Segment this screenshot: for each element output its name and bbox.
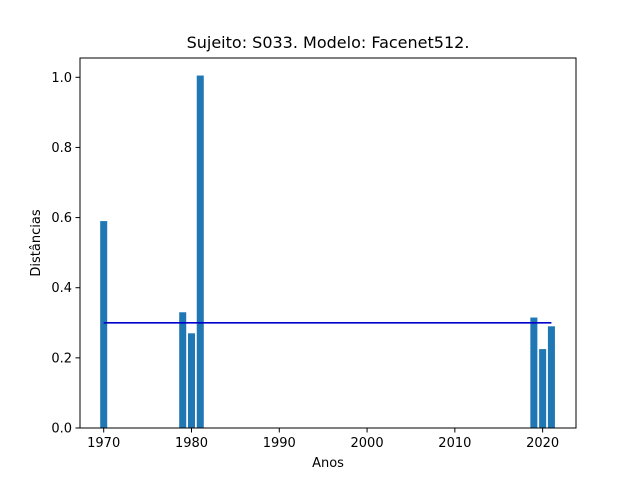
chart-title: Sujeito: S033. Modelo: Facenet512. <box>187 33 470 52</box>
y-tick-label-2: 0.4 <box>51 281 72 296</box>
bars-layer <box>100 75 555 428</box>
y-tick-label-0: 0.0 <box>51 422 72 437</box>
x-tick-label-1970: 1970 <box>87 436 120 451</box>
plot-frame <box>79 57 577 429</box>
bar-2021 <box>547 326 555 428</box>
bar-1970 <box>100 221 108 428</box>
y-tick-label-4: 0.8 <box>51 141 72 156</box>
y-tick-label-5: 1.0 <box>51 71 72 86</box>
y-axis-label: Distâncias <box>29 209 44 276</box>
x-axis-label: Anos <box>312 456 344 471</box>
x-axis: 1970 1980 1990 2000 2010 2020 <box>87 428 559 451</box>
bar-1979 <box>179 312 187 428</box>
x-tick-label-1990: 1990 <box>263 436 296 451</box>
x-tick-label-2020: 2020 <box>526 436 559 451</box>
bar-1980 <box>187 333 195 428</box>
bar-2019 <box>530 317 538 428</box>
y-tick-label-3: 0.6 <box>51 211 72 226</box>
y-tick-label-1: 0.2 <box>51 351 72 366</box>
x-tick-label-2010: 2010 <box>438 436 471 451</box>
bar-2020 <box>539 349 547 428</box>
y-axis: 0.0 0.2 0.4 0.6 0.8 1.0 <box>51 71 80 437</box>
x-tick-label-2000: 2000 <box>351 436 384 451</box>
x-tick-label-1980: 1980 <box>175 436 208 451</box>
bar-1981 <box>196 75 204 428</box>
